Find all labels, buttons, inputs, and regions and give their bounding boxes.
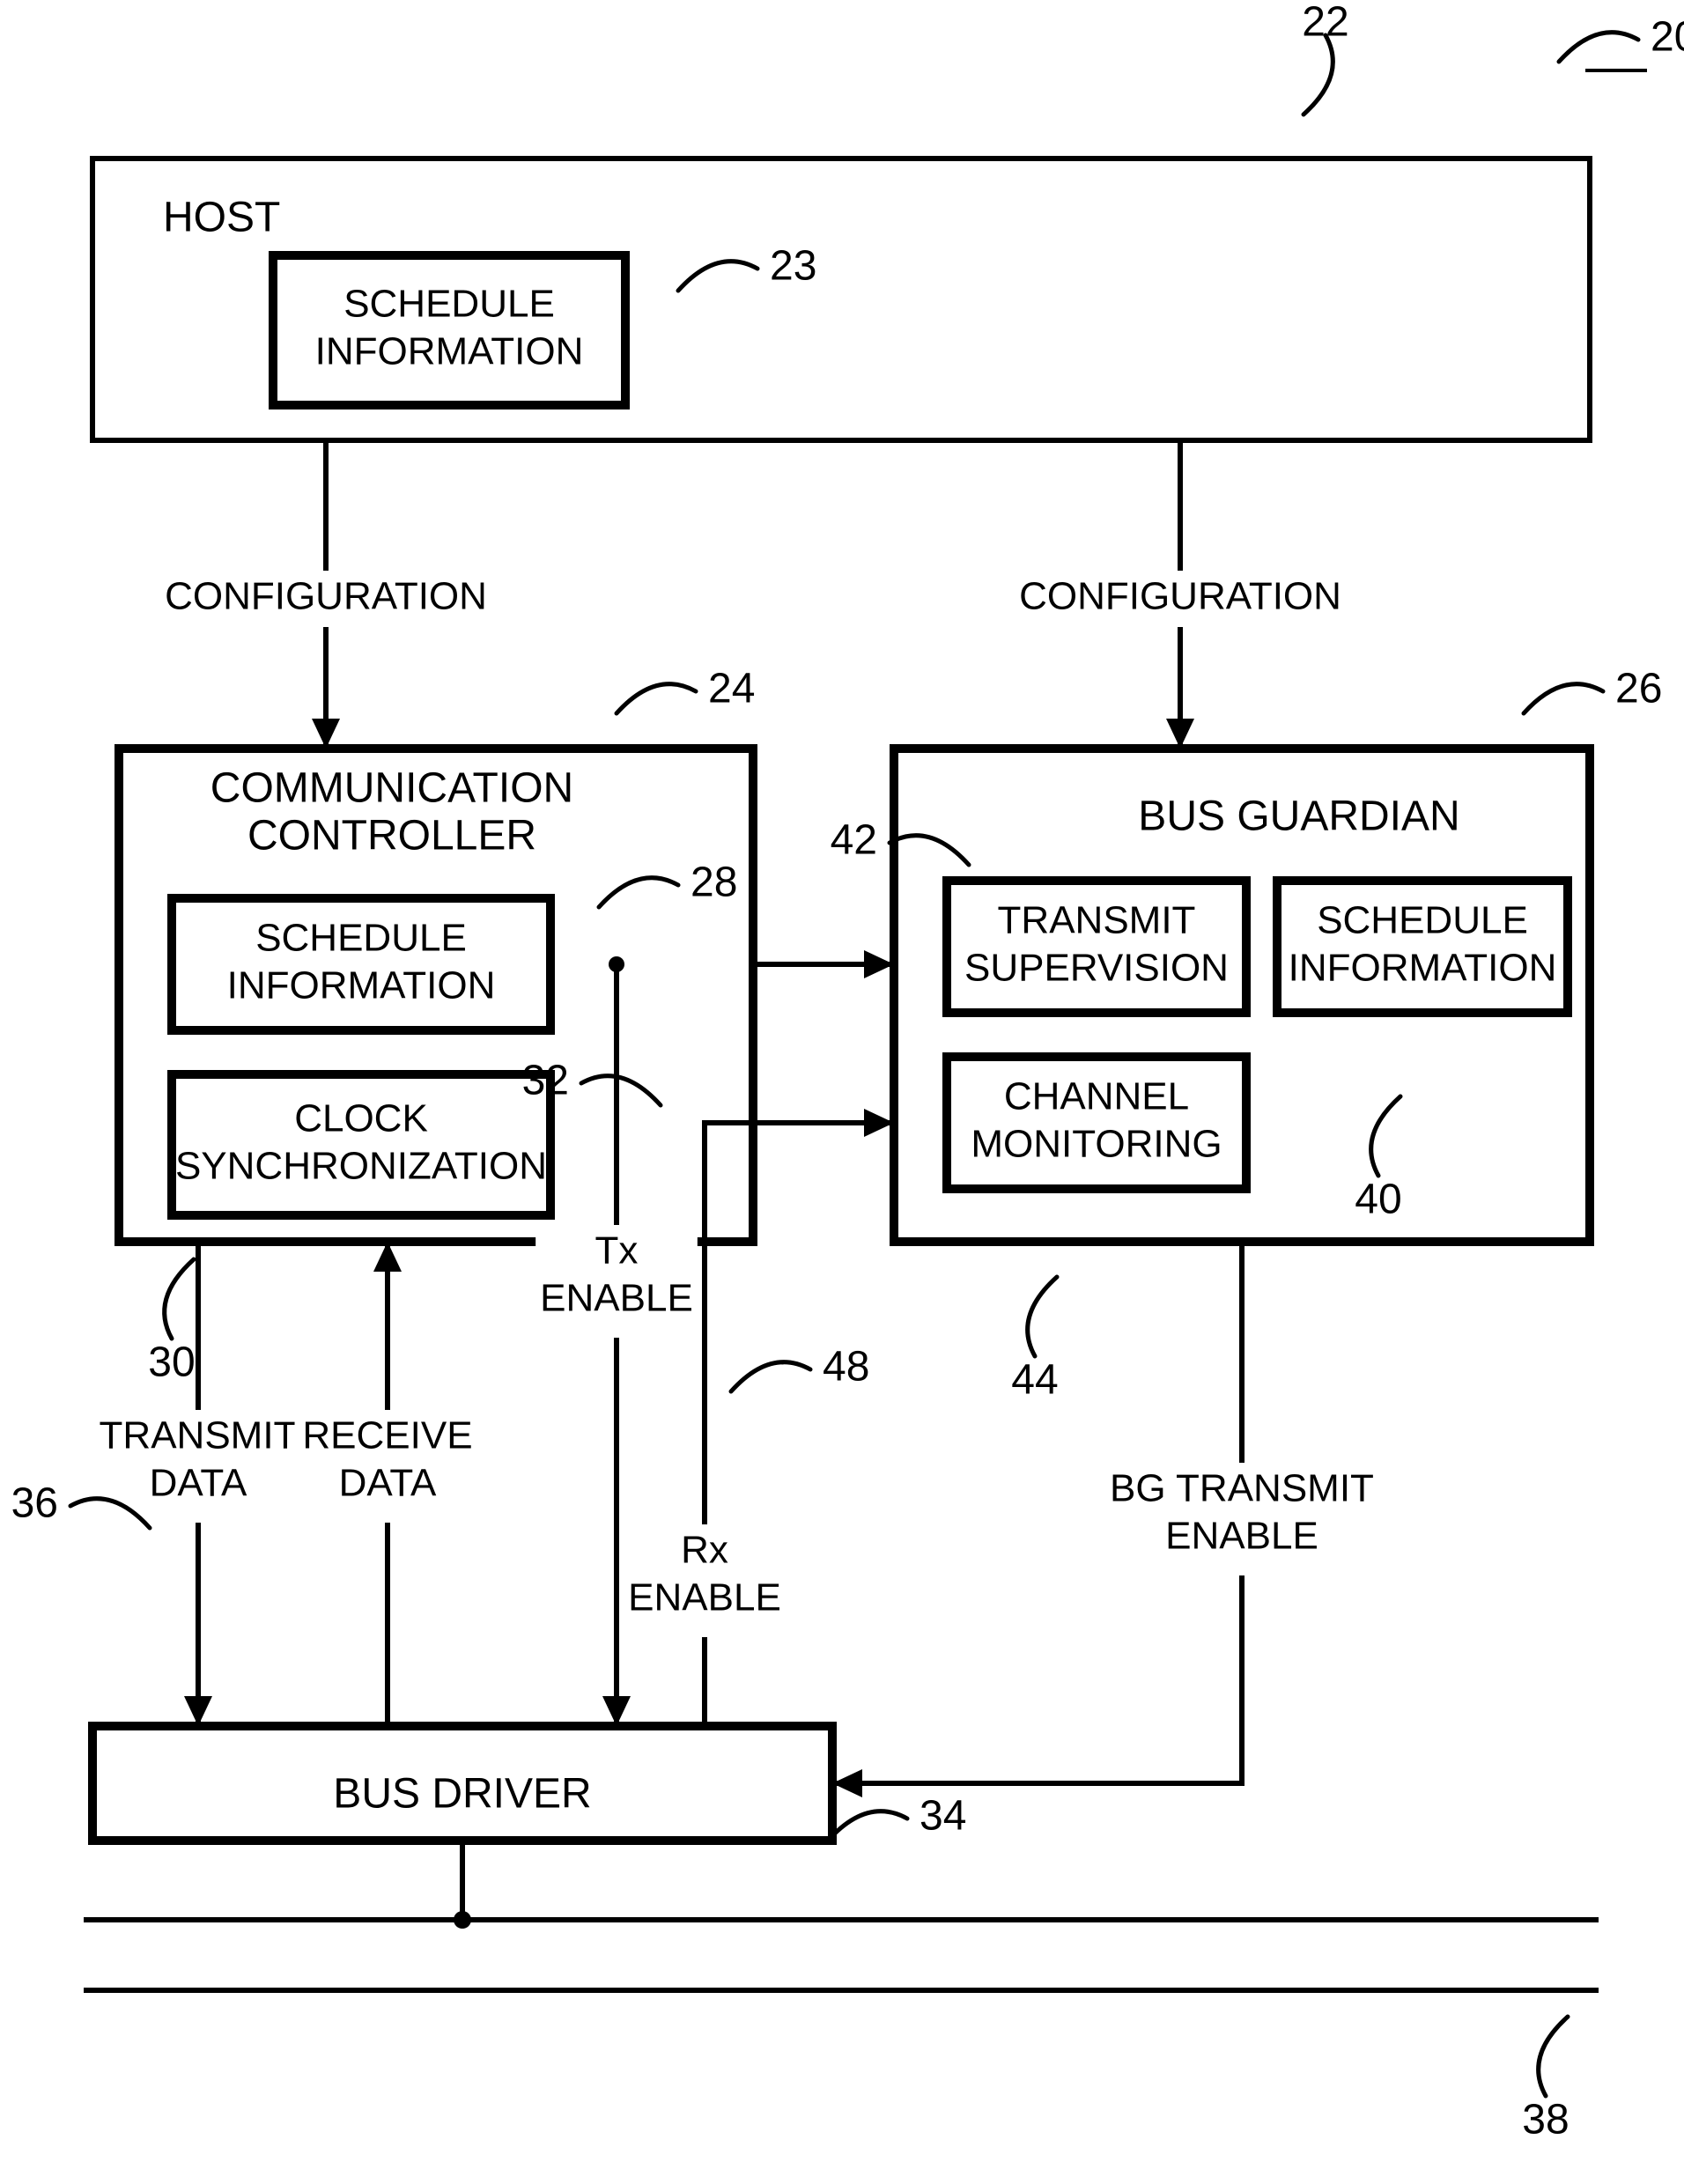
box-cc_clock-label: CLOCK [294,1097,428,1140]
box-cc-label: CONTROLLER [247,813,536,860]
box-bg_chan: CHANNEL MONITORING [947,1057,1246,1189]
signal-label: ENABLE [540,1277,693,1320]
box-driver: BUS DRIVER [92,1726,832,1841]
refnum-36: 36 [11,1480,58,1527]
refnum-30: 30 [148,1339,195,1386]
signal-label: Tx [595,1229,639,1273]
signal-label: RECEIVE [302,1414,472,1457]
signal-label: ENABLE [628,1576,781,1620]
refnum-38: 38 [1522,2097,1569,2143]
refnum-28: 28 [691,860,737,906]
refnum-23: 23 [770,243,816,290]
box-bg_sched-label: INFORMATION [1289,947,1557,990]
refnum-40: 40 [1355,1177,1401,1223]
box-driver-label: BUS DRIVER [333,1771,591,1818]
box-bg_chan-label: MONITORING [971,1123,1222,1166]
signal-label: CONFIGURATION [165,575,487,618]
box-bg_tx-label: TRANSMIT [998,899,1196,942]
box-cc_sched-label: SCHEDULE [255,917,467,960]
refnum-42: 42 [831,817,877,864]
refnum-34: 34 [920,1793,966,1840]
signal-label: TRANSMIT [100,1414,298,1457]
box-bg-label: BUS GUARDIAN [1138,793,1459,840]
box-bg_tx: TRANSMIT SUPERVISION [947,881,1246,1013]
box-bg_sched: SCHEDULE INFORMATION [1277,881,1568,1013]
box-host_sched: SCHEDULEINFORMATION [273,255,625,405]
signal-label: DATA [339,1462,437,1505]
box-host_sched-label: INFORMATION [315,330,584,373]
box-host_sched-label: SCHEDULE [343,283,555,326]
signal-label: DATA [150,1462,247,1505]
box-cc_sched: SCHEDULEINFORMATION [172,898,550,1030]
signal-label: ENABLE [1165,1515,1318,1558]
refnum-20: 20 [1651,14,1684,61]
refnum-26: 26 [1615,666,1662,712]
signal-label: CONFIGURATION [1019,575,1341,618]
signal-label: Rx [681,1529,728,1572]
signal-label: BG TRANSMIT [1110,1467,1374,1510]
box-host-label: HOST [163,195,280,241]
refnum-24: 24 [708,666,755,712]
box-bg_chan-label: CHANNEL [1004,1075,1189,1118]
refnum-32: 32 [522,1058,569,1104]
box-cc-label: COMMUNICATION [210,765,573,812]
refnum-22: 22 [1302,0,1348,46]
box-cc_sched-label: INFORMATION [227,964,496,1007]
box-cc_clock-label: SYNCHRONIZATION [175,1145,547,1188]
box-bg_tx-label: SUPERVISION [964,947,1229,990]
refnum-44: 44 [1011,1357,1058,1404]
box-cc_clock: CLOCK SYNCHRONIZATION [172,1074,550,1215]
box-bg_sched-label: SCHEDULE [1317,899,1528,942]
refnum-48: 48 [823,1344,869,1391]
